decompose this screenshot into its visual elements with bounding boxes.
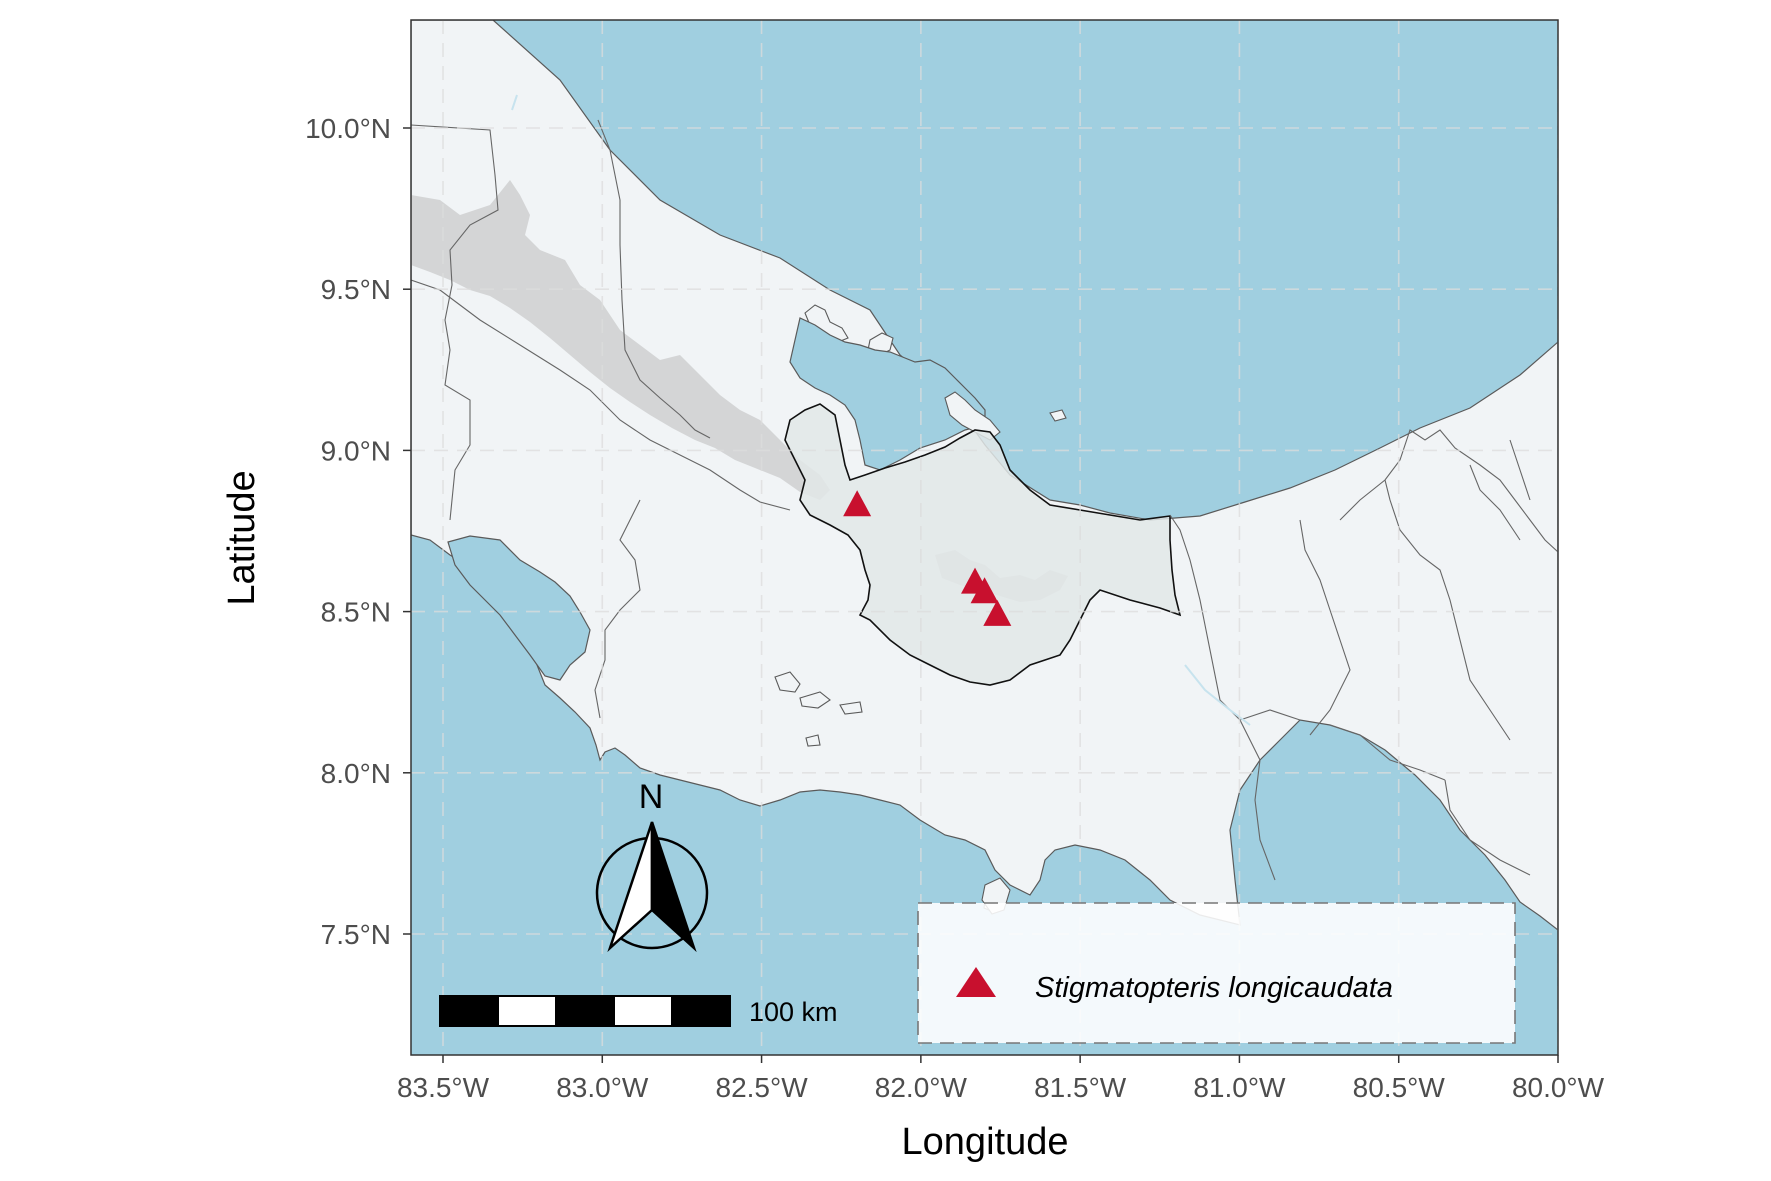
scale-bar-segment	[497, 995, 557, 1027]
y-tick-label: 7.5°N	[321, 919, 391, 950]
scale-bar-outline	[439, 995, 731, 1027]
y-tick-label: 8.5°N	[321, 597, 391, 628]
legend-marker	[956, 967, 996, 997]
y-tick-label: 8.0°N	[321, 758, 391, 789]
river	[511, 94, 518, 111]
y-tick-label: 9.5°N	[321, 274, 391, 305]
x-tick-label: 83.5°W	[397, 1072, 490, 1103]
x-tick-label: 83.0°W	[556, 1072, 649, 1103]
x-tick-label: 80.5°W	[1353, 1072, 1446, 1103]
scale-bar-segment	[613, 995, 673, 1027]
x-tick-label: 82.0°W	[875, 1072, 968, 1103]
occurrence-marker	[843, 490, 872, 517]
lagoon-peninsula	[944, 391, 1001, 441]
island	[799, 691, 831, 709]
y-axis-title: Latitude	[221, 470, 263, 605]
north-arrow-label: N	[639, 778, 664, 816]
panel-border	[410, 19, 1559, 1056]
island	[1049, 409, 1067, 422]
y-tick-label: 10.0°N	[305, 113, 391, 144]
north-arrow-right-half	[650, 821, 697, 953]
occurrence-marker	[970, 577, 999, 604]
highlands	[411, 180, 830, 500]
grid-lines	[411, 20, 1558, 1055]
scale-bar-label: 100 km	[749, 997, 838, 1027]
x-axis: 83.5°W 83.0°W 82.5°W 82.0°W 81.5°W 81.0°W 80.5…	[397, 1055, 1605, 1103]
occurrence-markers	[843, 490, 1012, 626]
province-borders	[411, 119, 1558, 881]
map-panel	[411, 20, 1558, 1055]
island	[774, 671, 801, 693]
legend-label: Stigmatopteris longicaudata	[1035, 972, 1393, 1004]
x-tick-label: 80.0°W	[1512, 1072, 1605, 1103]
occurrence-marker	[983, 599, 1012, 626]
x-tick-label: 82.5°W	[716, 1072, 809, 1103]
scale-bar-segment	[672, 996, 730, 1026]
island	[805, 734, 821, 747]
x-tick-label: 81.0°W	[1193, 1072, 1286, 1103]
gulf-of-chiriqui-bay	[447, 535, 591, 681]
x-axis-title: Longitude	[902, 1121, 1069, 1163]
x-tick-label: 81.5°W	[1034, 1072, 1127, 1103]
island	[839, 701, 863, 715]
north-arrow: N	[595, 778, 709, 953]
y-tick-label: 9.0°N	[321, 435, 391, 466]
y-axis: 10.0°N 9.5°N 9.0°N 8.5°N 8.0°N 7.5°N	[305, 113, 411, 950]
scale-bar-segment	[440, 996, 498, 1026]
scale-bar-segment	[556, 996, 614, 1026]
legend-box	[917, 902, 1516, 1044]
highlight-province	[784, 403, 1182, 686]
scale-bar: 100 km	[439, 995, 838, 1027]
legend: Stigmatopteris longicaudata	[917, 902, 1516, 1044]
